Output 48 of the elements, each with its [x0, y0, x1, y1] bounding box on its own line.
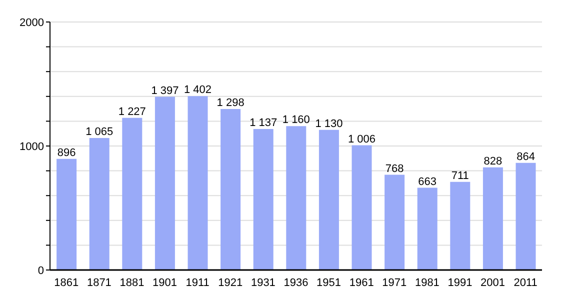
data-label: 1 402	[184, 84, 212, 96]
bar	[318, 130, 339, 270]
x-tick-label: 1911	[186, 276, 210, 289]
x-tick-label: 1981	[414, 276, 440, 289]
x-tick-label: 1991	[448, 276, 472, 289]
data-label: 1 227	[118, 106, 146, 118]
data-label: 711	[451, 170, 469, 182]
data-label: 1 397	[151, 84, 179, 97]
x-tick-label: 2001	[480, 276, 506, 289]
y-tick-label: 2000	[20, 16, 44, 29]
x-tick-label: 1881	[120, 276, 144, 289]
data-label: 768	[385, 162, 404, 175]
bar	[122, 118, 142, 270]
bar	[286, 126, 306, 270]
data-label: 1 065	[86, 126, 114, 138]
bar	[450, 182, 470, 270]
x-tick-label: 1936	[284, 276, 308, 289]
bar	[89, 138, 110, 270]
x-tick-label: 1971	[382, 276, 407, 289]
bar	[56, 158, 77, 270]
x-tick-label: 1931	[250, 276, 276, 289]
bar	[516, 162, 536, 270]
bar	[220, 109, 241, 270]
x-tick-label: 1871	[86, 276, 112, 289]
bar	[188, 96, 208, 270]
data-label: 1 137	[250, 117, 278, 130]
data-label: 1 006	[348, 133, 376, 146]
data-label: 864	[516, 150, 535, 163]
data-label: 1 298	[216, 97, 244, 110]
y-tick-label: 1000	[20, 140, 44, 153]
x-tick-label: 2011	[514, 276, 538, 289]
bar	[253, 129, 274, 270]
data-label: 1 130	[315, 118, 343, 130]
bar	[417, 188, 438, 270]
data-label: 663	[418, 176, 437, 188]
data-label: 1 160	[282, 114, 310, 126]
y-tick-label: 0	[38, 264, 44, 277]
data-label: 896	[57, 146, 76, 159]
bar	[384, 174, 405, 270]
x-tick-label: 1961	[349, 276, 374, 289]
bar	[482, 167, 503, 270]
x-tick-label: 1921	[218, 276, 243, 289]
data-label: 828	[484, 155, 502, 168]
bar	[154, 96, 175, 270]
x-tick-label: 1901	[152, 276, 178, 289]
x-tick-label: 1951	[316, 276, 342, 289]
x-tick-label: 1861	[54, 276, 79, 289]
bar	[352, 145, 372, 270]
